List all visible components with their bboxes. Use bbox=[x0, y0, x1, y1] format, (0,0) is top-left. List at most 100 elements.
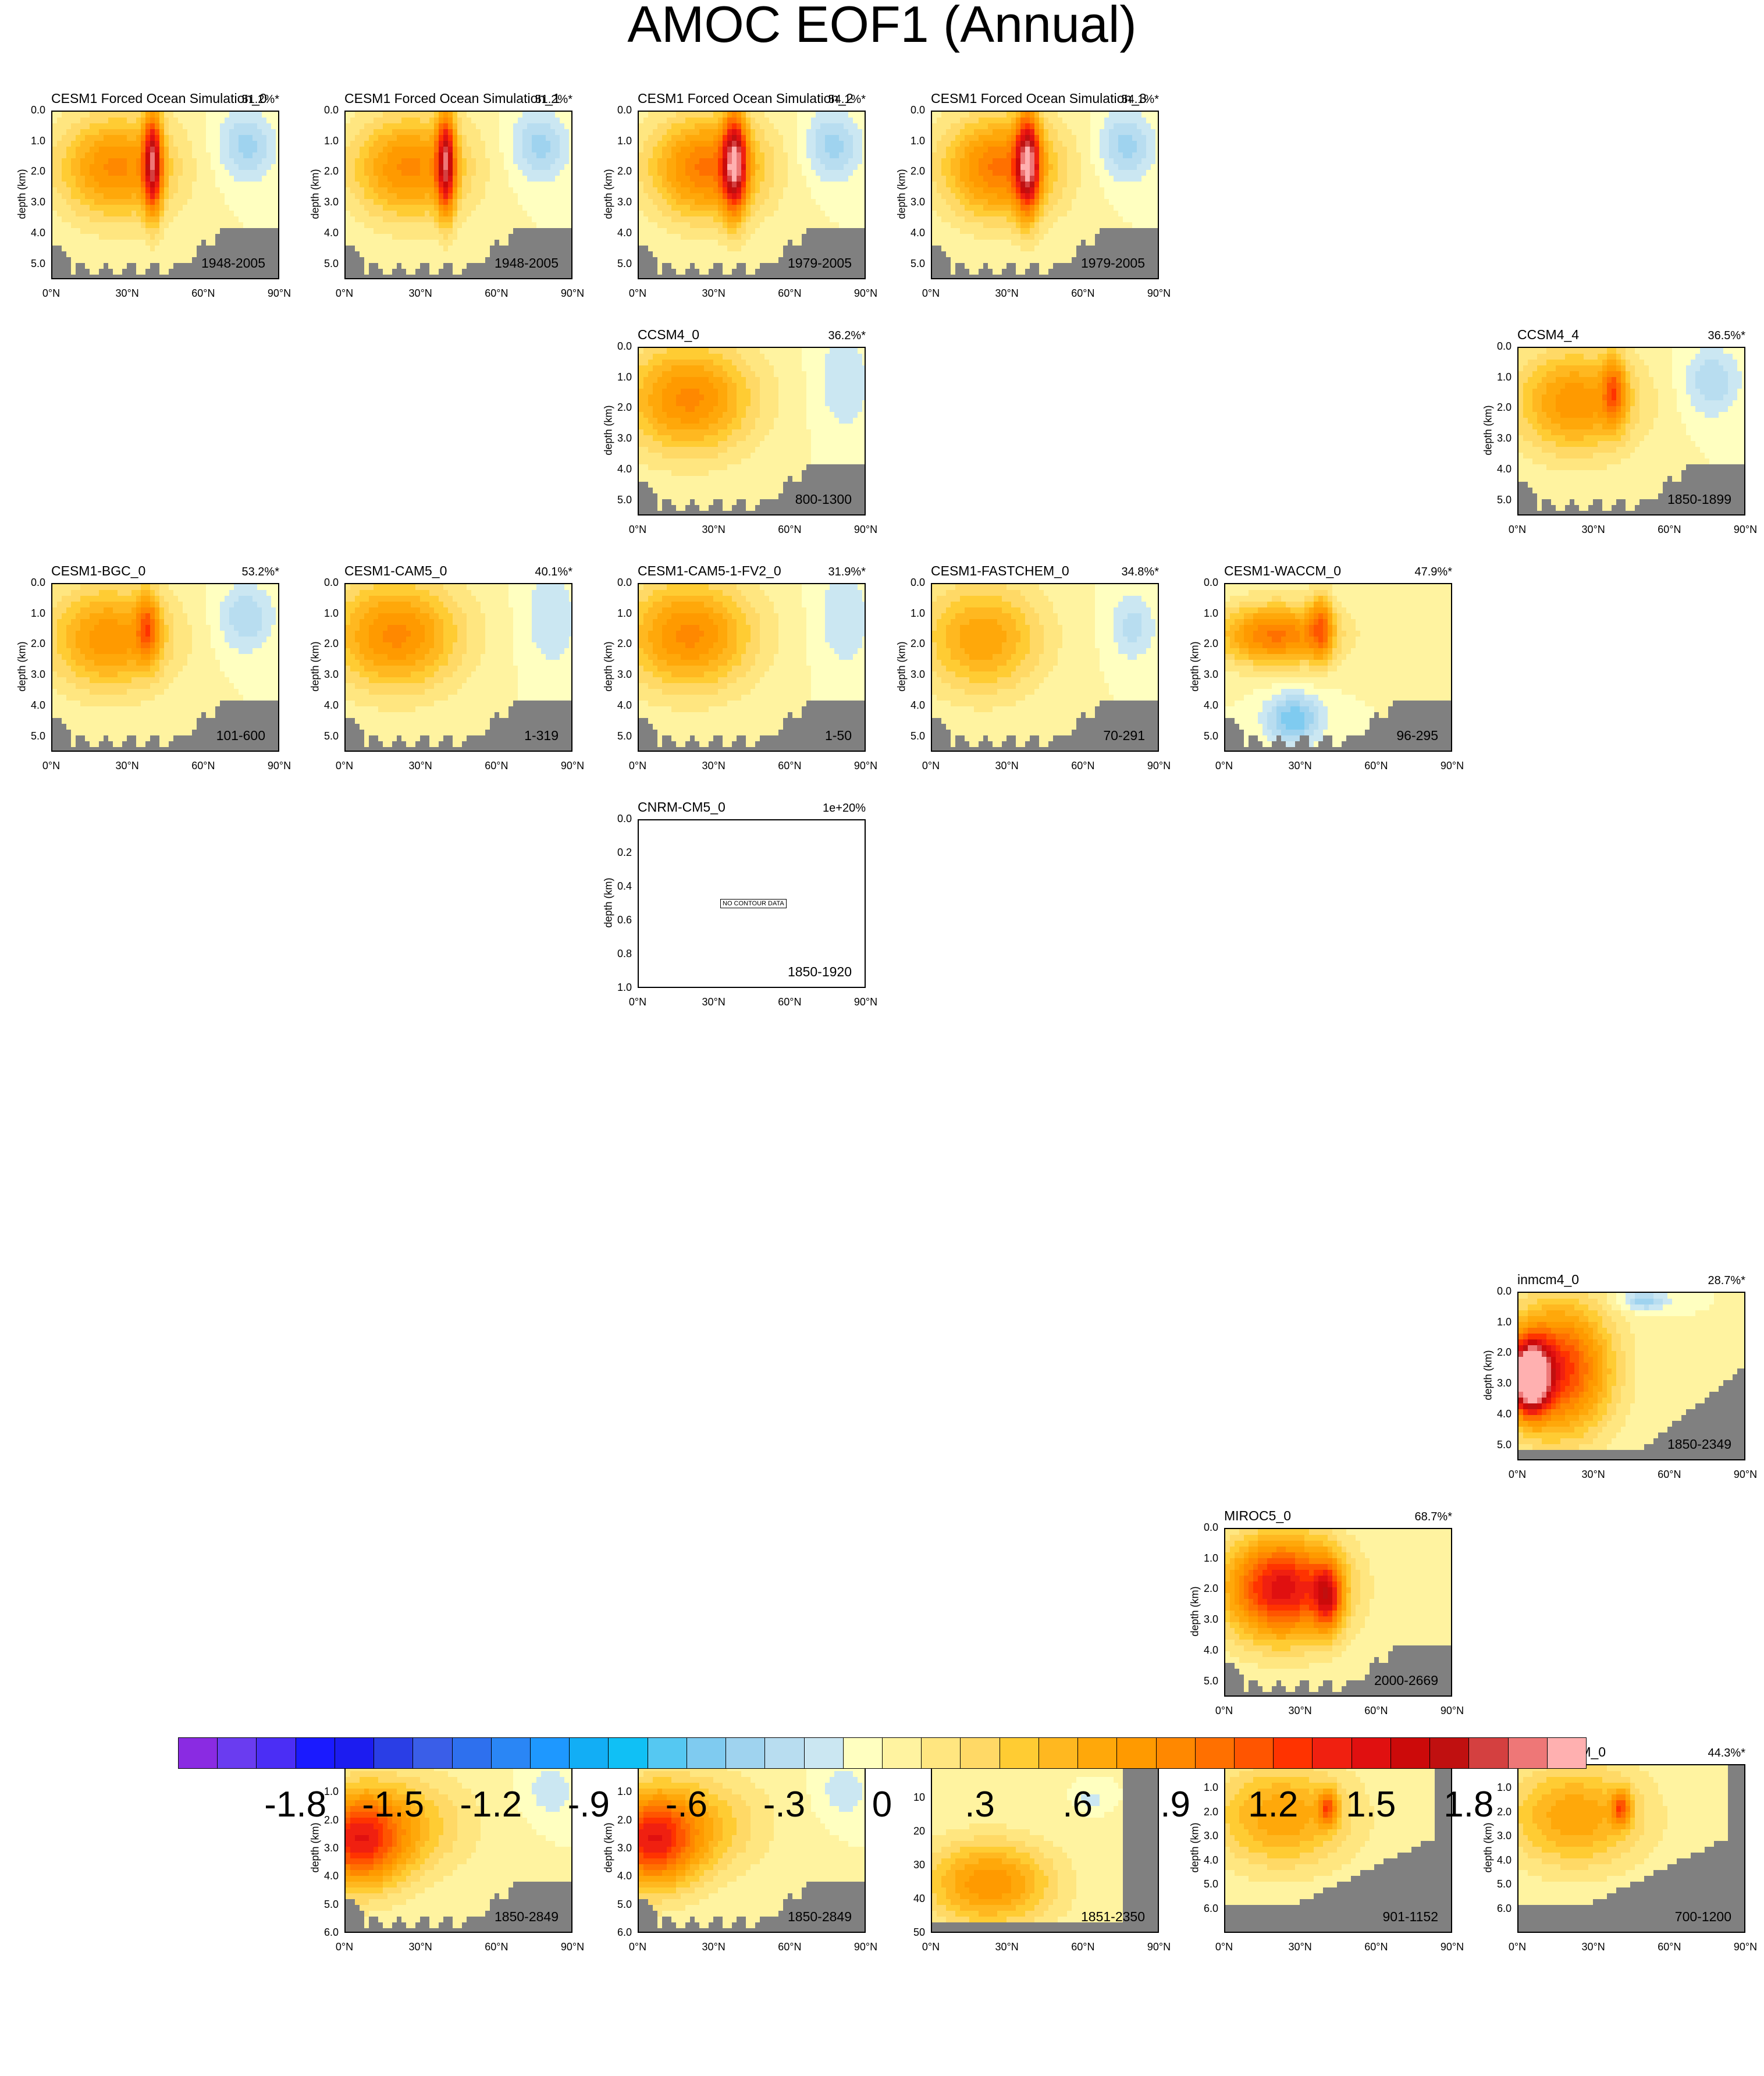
field-cell bbox=[420, 152, 425, 159]
field-cell bbox=[481, 170, 486, 176]
field-cell bbox=[830, 164, 835, 170]
field-cell bbox=[239, 211, 244, 217]
field-cell bbox=[1030, 205, 1035, 211]
field-cell bbox=[932, 164, 937, 170]
land-cell bbox=[485, 257, 490, 264]
field-cell bbox=[467, 123, 472, 130]
field-cell bbox=[155, 216, 160, 223]
field-cell bbox=[932, 135, 937, 141]
field-cell bbox=[141, 199, 146, 205]
field-cell bbox=[709, 170, 714, 176]
land-cell bbox=[215, 269, 221, 275]
field-cell bbox=[732, 170, 737, 176]
land-cell bbox=[495, 269, 500, 275]
field-cell bbox=[820, 118, 826, 124]
field-cell bbox=[197, 135, 202, 141]
field-cell bbox=[960, 118, 965, 124]
field-cell bbox=[969, 205, 975, 211]
field-cell bbox=[965, 118, 970, 124]
y-tick-label: 5.0 bbox=[304, 258, 339, 270]
field-cell bbox=[159, 182, 165, 188]
land-cell bbox=[844, 246, 849, 252]
land-cell bbox=[257, 263, 262, 269]
field-cell bbox=[820, 211, 826, 217]
land-cell bbox=[844, 251, 849, 258]
field-cell bbox=[122, 112, 127, 118]
field-cell bbox=[816, 170, 821, 176]
land-cell bbox=[825, 240, 830, 246]
field-cell bbox=[969, 269, 975, 275]
land-cell bbox=[271, 240, 276, 246]
field-cell bbox=[187, 187, 193, 194]
field-cell bbox=[118, 129, 123, 136]
field-cell bbox=[569, 176, 571, 182]
field-cell bbox=[1007, 123, 1012, 130]
field-cell bbox=[969, 263, 975, 269]
field-cell bbox=[732, 234, 737, 240]
field-cell bbox=[718, 129, 723, 136]
field-cell bbox=[471, 257, 476, 264]
field-cell bbox=[825, 222, 830, 229]
field-cell bbox=[746, 152, 751, 159]
field-cell bbox=[364, 129, 369, 136]
field-cell bbox=[536, 112, 542, 118]
field-cell bbox=[527, 176, 532, 182]
land-cell bbox=[788, 240, 793, 246]
field-cell bbox=[150, 152, 155, 159]
field-cell bbox=[727, 199, 732, 205]
field-cell bbox=[685, 228, 691, 234]
field-cell bbox=[499, 187, 504, 194]
field-cell bbox=[1034, 257, 1040, 264]
field-cell bbox=[1002, 141, 1007, 147]
field-cell bbox=[797, 118, 802, 124]
y-tick-label: 2.0 bbox=[597, 165, 632, 177]
land-cell bbox=[350, 269, 355, 275]
field-cell bbox=[699, 182, 705, 188]
field-cell bbox=[1011, 141, 1016, 147]
field-cell bbox=[951, 257, 956, 264]
field-cell bbox=[383, 193, 388, 200]
field-cell bbox=[993, 141, 998, 147]
field-cell bbox=[997, 234, 1002, 240]
land-cell bbox=[57, 275, 62, 278]
field-cell bbox=[988, 211, 993, 217]
field-cell bbox=[211, 164, 216, 170]
land-cell bbox=[178, 275, 183, 278]
field-cell bbox=[1002, 222, 1007, 229]
field-cell bbox=[513, 118, 518, 124]
land-cell bbox=[797, 269, 802, 275]
field-cell bbox=[271, 193, 276, 200]
field-cell bbox=[257, 147, 262, 153]
field-cell bbox=[131, 118, 137, 124]
field-cell bbox=[1020, 257, 1026, 264]
field-cell bbox=[839, 129, 844, 136]
land-cell bbox=[560, 257, 565, 264]
field-cell bbox=[476, 205, 481, 211]
field-cell bbox=[201, 193, 207, 200]
field-cell bbox=[457, 240, 463, 246]
field-cell bbox=[387, 246, 393, 252]
field-cell bbox=[85, 158, 90, 165]
field-cell bbox=[699, 193, 705, 200]
field-cell bbox=[988, 158, 993, 165]
field-cell bbox=[844, 147, 849, 153]
field-cell bbox=[485, 216, 490, 223]
field-cell bbox=[862, 187, 865, 194]
field-cell bbox=[439, 257, 444, 264]
field-cell bbox=[178, 158, 183, 165]
field-cell bbox=[667, 199, 672, 205]
field-cell bbox=[797, 216, 802, 223]
land-cell bbox=[355, 257, 360, 264]
land-cell bbox=[248, 246, 253, 252]
field-cell bbox=[374, 251, 379, 258]
field-cell bbox=[164, 211, 169, 217]
field-cell bbox=[839, 147, 844, 153]
field-cell bbox=[1002, 228, 1007, 234]
field-cell bbox=[476, 141, 481, 147]
field-cell bbox=[550, 147, 556, 153]
field-cell bbox=[848, 118, 853, 124]
field-cell bbox=[429, 135, 435, 141]
field-cell bbox=[741, 141, 746, 147]
field-cell bbox=[932, 170, 937, 176]
field-cell bbox=[1030, 193, 1035, 200]
